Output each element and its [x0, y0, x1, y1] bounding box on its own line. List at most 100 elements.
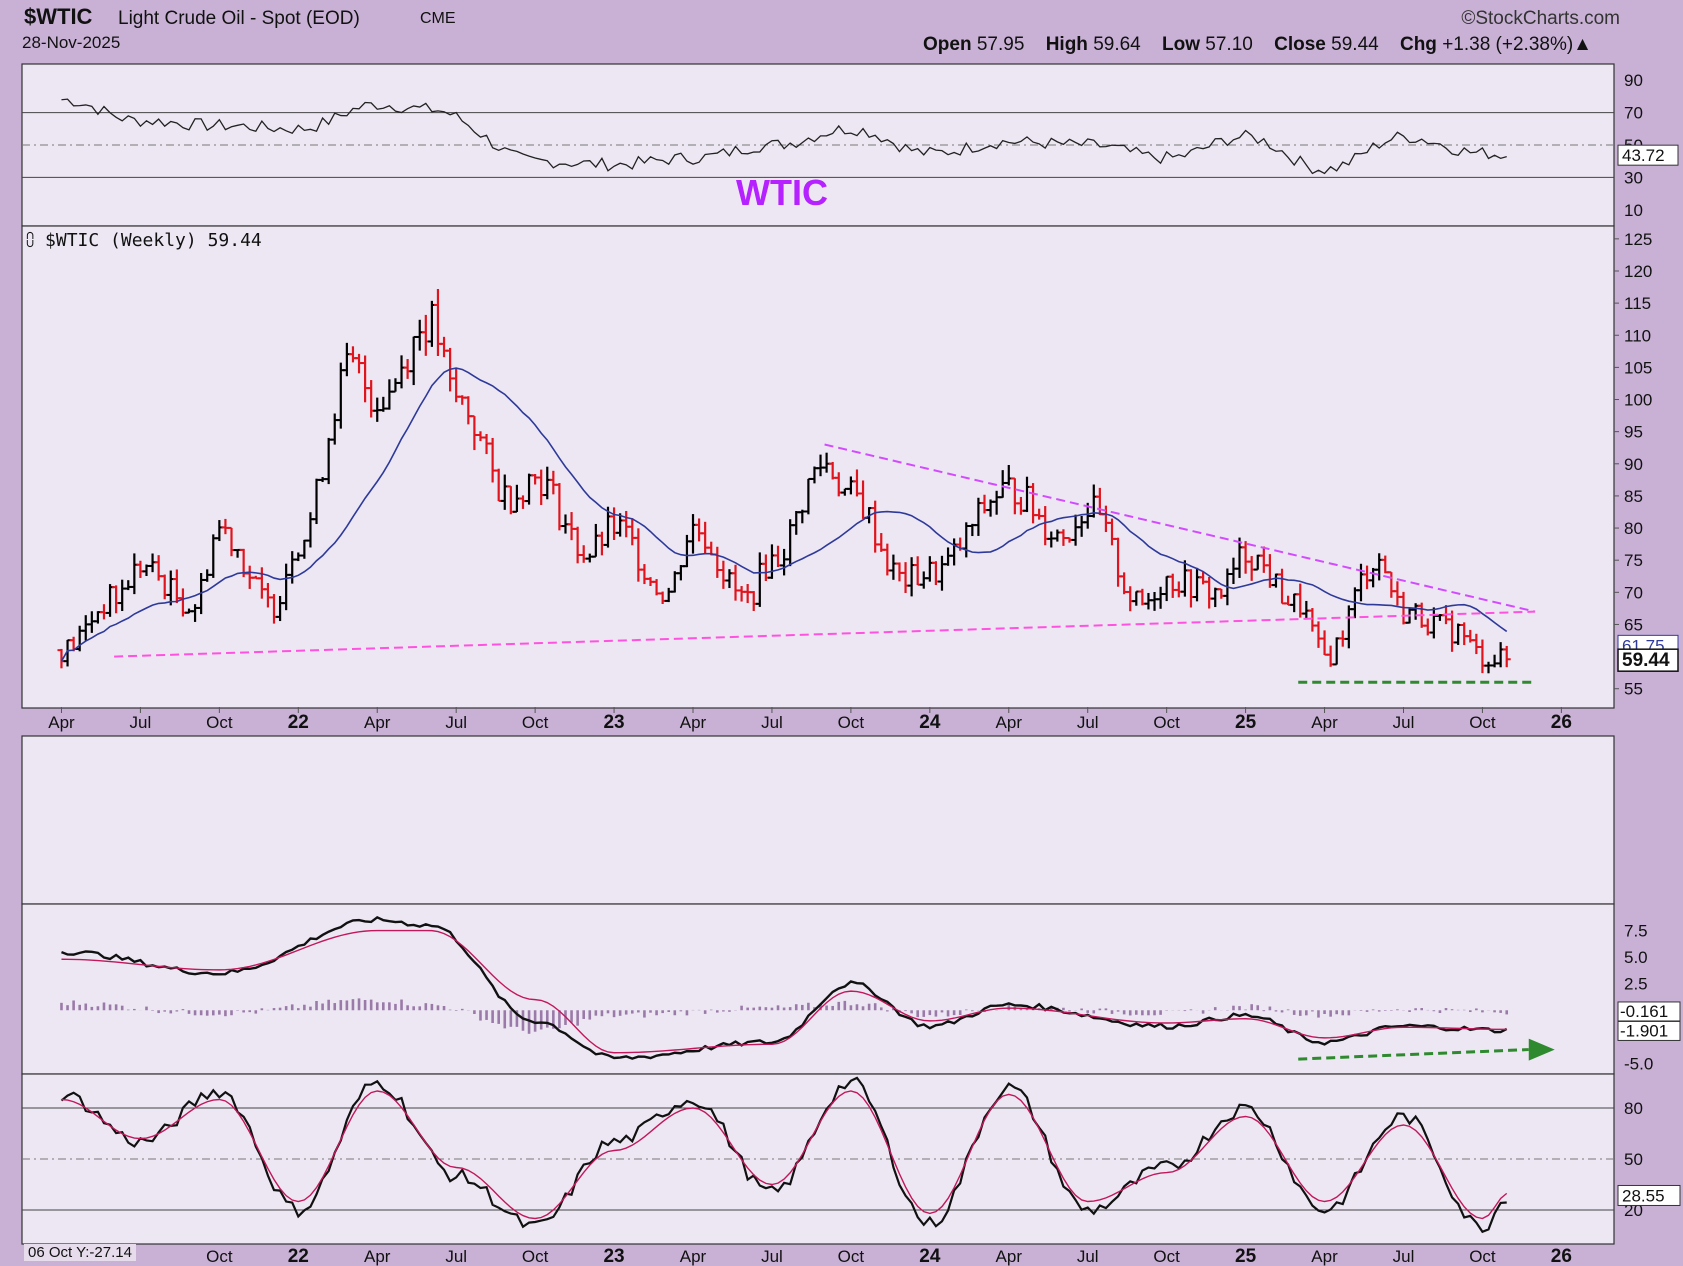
trendline-1: [114, 610, 1536, 658]
panel-2: [21, 735, 1615, 905]
price-xaxis-tick-18: Oct: [1469, 713, 1496, 732]
price-ytick-95: 95: [1624, 423, 1643, 442]
brand-logo: ©StockCharts.com: [1461, 8, 1620, 29]
bottom-xaxis-tick-5: Jul: [445, 1247, 467, 1266]
bottom-xaxis-tick-17: Jul: [1393, 1247, 1415, 1266]
price-xaxis-tick-12: Apr: [996, 713, 1023, 732]
bottom-xaxis-tick-3: 22: [288, 1246, 309, 1266]
bottom-xaxis-tick-16: Apr: [1311, 1247, 1338, 1266]
price-last-box: [1617, 648, 1679, 672]
price-ytick-115: 115: [1624, 294, 1651, 313]
stoch-ytick-80: 80: [1624, 1099, 1643, 1118]
bottom-xaxis-tick-10: Oct: [838, 1247, 865, 1266]
macd-ytick-5: 5.0: [1624, 948, 1648, 967]
price-ytick-125: 125: [1624, 230, 1652, 249]
price-panel-icon: ⩇: [26, 230, 46, 251]
bottom-xaxis-tick-9: Jul: [761, 1247, 783, 1266]
price-ytick-65: 65: [1624, 615, 1643, 634]
price-xaxis-tick-6: Oct: [522, 713, 549, 732]
stoch-last-label: 28.55: [1622, 1186, 1665, 1205]
bottom-xaxis-tick-11: 24: [919, 1246, 941, 1266]
price-xaxis-tick-13: Jul: [1077, 713, 1099, 732]
rsi-ytick-70: 70: [1624, 104, 1643, 123]
price-xaxis-tick-7: 23: [603, 712, 624, 733]
macd-divergence-arrow: [1528, 1038, 1555, 1061]
chart-date: 28-Nov-2025: [22, 33, 121, 52]
chg-label: Chg: [1399, 34, 1437, 55]
price-ytick-55: 55: [1624, 680, 1643, 699]
stoch-ytick-50: 50: [1624, 1150, 1643, 1169]
rsi-ytick-30: 30: [1624, 168, 1643, 187]
price-ytick-80: 80: [1624, 519, 1643, 538]
price-xaxis-tick-1: Jul: [130, 713, 152, 732]
panel-3: [21, 903, 1615, 1075]
macd-last-label: -1.901: [1620, 1021, 1668, 1040]
bottom-xaxis-tick-2: Oct: [206, 1247, 233, 1266]
annotation-wtic: WTIC: [736, 172, 828, 213]
macd-divergence-line: [1298, 1048, 1529, 1061]
bottom-xaxis-tick-12: Apr: [996, 1247, 1023, 1266]
price-xaxis-tick-14: Oct: [1153, 713, 1180, 732]
price-xaxis-tick-16: Apr: [1311, 713, 1338, 732]
price-xaxis-tick-2: Oct: [206, 713, 233, 732]
macd-ytick-2.5: 2.5: [1624, 975, 1648, 994]
price-ytick-105: 105: [1624, 358, 1652, 377]
price-xaxis-tick-15: 25: [1235, 712, 1257, 733]
price-xaxis-tick-0: Apr: [48, 713, 75, 732]
bottom-xaxis-tick-7: 23: [603, 1246, 624, 1266]
trendline-0: [824, 443, 1536, 613]
low-value: 57.10: [1205, 34, 1253, 55]
high-label: High: [1045, 34, 1088, 55]
close-value: 59.44: [1331, 34, 1379, 55]
price-xaxis-tick-10: Oct: [838, 713, 865, 732]
price-last-label: 59.44: [1622, 650, 1670, 671]
price-xaxis-tick-9: Jul: [761, 713, 783, 732]
moving-average-line: [60, 367, 1508, 662]
rsi-ytick-90: 90: [1624, 71, 1643, 90]
price-ytick-70: 70: [1624, 583, 1643, 602]
close-label: Close: [1274, 34, 1326, 55]
price-panel-title: ⩇ $WTIC (Weekly) 59.44: [26, 230, 262, 251]
bottom-xaxis-tick-15: 25: [1235, 1246, 1257, 1266]
price-ytick-110: 110: [1624, 326, 1651, 345]
symbol-title: $WTIC: [24, 4, 93, 29]
macd-ytick-7.5: 7.5: [1624, 922, 1648, 941]
macd-line-1: [61, 929, 1507, 1054]
price-panel-title-text: $WTIC (Weekly) 59.44: [45, 230, 262, 251]
ohlc-readout: Open 57.95 High 59.64 Low 57.10 Close 59…: [923, 34, 1608, 56]
price-ytick-120: 120: [1624, 262, 1652, 281]
price-xaxis-tick-4: Apr: [364, 713, 391, 732]
price-ytick-90: 90: [1624, 455, 1643, 474]
bottom-xaxis-tick-19: 26: [1551, 1246, 1572, 1266]
price-ytick-85: 85: [1624, 487, 1643, 506]
rsi-last-box: [1617, 144, 1679, 166]
price-xaxis-tick-3: 22: [288, 712, 309, 733]
macd-ytick--5: -5.0: [1624, 1054, 1653, 1073]
bottom-xaxis-tick-18: Oct: [1469, 1247, 1496, 1266]
bottom-xaxis-tick-4: Apr: [364, 1247, 391, 1266]
price-ytick-100: 100: [1624, 391, 1652, 410]
macd-hist-last-label: -0.161: [1620, 1002, 1668, 1021]
panel-1: [21, 225, 1615, 709]
rsi-line: [61, 98, 1507, 175]
bottom-xaxis-tick-14: Oct: [1153, 1247, 1180, 1266]
bottom-xaxis-tick-13: Jul: [1077, 1247, 1099, 1266]
stoch-last-box: [1617, 1184, 1681, 1206]
macd-last-box: [1617, 1020, 1681, 1041]
price-xaxis-tick-19: 26: [1551, 712, 1572, 733]
price-xaxis-tick-5: Jul: [445, 713, 467, 732]
price-xaxis-tick-8: Apr: [680, 713, 707, 732]
price-xaxis-tick-11: 24: [919, 712, 941, 733]
price-xaxis-tick-17: Jul: [1393, 713, 1415, 732]
open-value: 57.95: [976, 34, 1025, 55]
rsi-last-label: 43.72: [1622, 146, 1665, 165]
rsi-ytick-10: 10: [1624, 201, 1643, 220]
price-ytick-75: 75: [1624, 551, 1643, 570]
stoch-line-0: [60, 1076, 1507, 1234]
cursor-readout: 06 Oct Y:-27.14: [24, 1244, 136, 1261]
symbol-description: Light Crude Oil - Spot (EOD): [118, 8, 360, 29]
high-value: 59.64: [1093, 34, 1141, 55]
exchange-label: CME: [420, 10, 456, 27]
